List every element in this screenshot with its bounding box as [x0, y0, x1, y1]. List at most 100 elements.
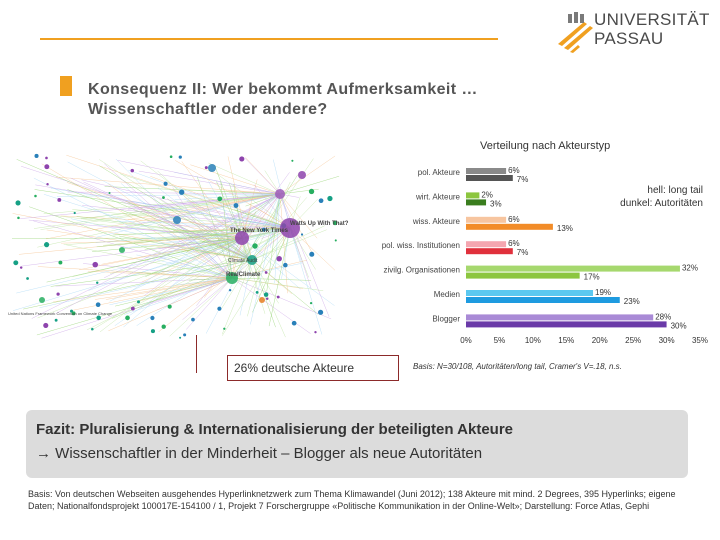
network-edge	[83, 181, 253, 261]
network-node	[96, 315, 101, 321]
network-edge	[227, 156, 253, 261]
bar-long-tail	[466, 192, 480, 199]
network-node	[43, 242, 50, 248]
conclusion-line-2-text: Wissenschaftler in der Minderheit – Blog…	[55, 445, 483, 462]
network-node	[167, 304, 172, 309]
network-node	[255, 291, 259, 294]
network-edge	[216, 173, 291, 229]
network-node	[108, 191, 111, 195]
network-node	[334, 239, 337, 242]
network-node	[300, 233, 304, 236]
network-edge	[169, 259, 253, 337]
bar-long-tail	[466, 168, 507, 174]
network-node	[71, 311, 76, 316]
network-edge	[157, 187, 253, 261]
network-edge	[67, 189, 253, 261]
network-node	[264, 271, 268, 274]
network-node	[44, 164, 50, 170]
network-edge	[266, 193, 281, 292]
network-node	[308, 188, 315, 195]
network-node	[239, 156, 245, 162]
network-edge	[76, 216, 243, 239]
x-tick-label: 0%	[460, 336, 472, 345]
network-node	[318, 198, 324, 204]
network-node	[179, 189, 185, 195]
value-label-long-tail: 19%	[595, 288, 611, 297]
network-edge	[102, 227, 291, 246]
value-label-autoritaeten: 7%	[517, 248, 529, 257]
network-edge	[56, 193, 281, 197]
network-node	[96, 281, 99, 284]
network-edge	[251, 259, 293, 295]
bar-autoritaeten	[466, 175, 513, 181]
value-label-autoritaeten: 13%	[557, 224, 573, 233]
x-tick-label: 5%	[494, 336, 506, 345]
network-edge	[43, 193, 281, 215]
category-label: pol. Akteure	[418, 168, 461, 177]
title-line-2: Wissenschaftler oder andere?	[88, 101, 328, 118]
network-hub-node	[259, 297, 265, 303]
network-edge	[92, 237, 243, 252]
network-edge	[279, 193, 318, 239]
value-label-autoritaeten: 30%	[671, 321, 687, 330]
value-label-long-tail: 6%	[508, 215, 520, 224]
network-edge	[159, 225, 291, 229]
network-edge	[244, 157, 281, 195]
network-node	[291, 159, 294, 162]
chart-title: Verteilung nach Akteurstyp	[480, 140, 610, 152]
network-edge	[82, 205, 291, 229]
network-edge	[214, 166, 243, 239]
network-node	[183, 333, 187, 337]
network-edge	[39, 259, 253, 309]
network-node	[261, 227, 266, 232]
network-node	[161, 324, 166, 329]
network-hub-node	[119, 247, 125, 253]
logo-line-2: PASSAU	[594, 29, 664, 48]
value-label-autoritaeten: 7%	[517, 175, 529, 184]
university-logo-icon	[558, 12, 593, 53]
network-edge	[247, 193, 281, 317]
network-edge	[241, 172, 290, 239]
network-edge	[46, 237, 243, 283]
network-edge	[67, 191, 281, 195]
network-node	[58, 260, 63, 265]
network-node	[228, 288, 232, 292]
network-edge	[241, 237, 335, 306]
network-node	[163, 181, 168, 186]
network-hub-node	[275, 189, 285, 199]
network-label: Climate Audit	[228, 258, 258, 264]
network-edge	[245, 227, 291, 285]
category-label: zivilg. Organisationen	[384, 266, 460, 275]
slide-title: Konsequenz II: Wer bekommt Aufmerksamkei…	[88, 80, 478, 120]
logo-line-1: UNIVERSITÄT	[594, 10, 710, 29]
bar-autoritaeten	[466, 199, 487, 206]
value-label-long-tail: 6%	[508, 239, 520, 248]
network-edge	[23, 259, 253, 310]
network-node	[217, 196, 223, 202]
network-node	[26, 277, 29, 280]
network-edge	[134, 193, 281, 211]
callout-line	[196, 335, 197, 373]
network-edge	[194, 250, 253, 261]
network-node	[162, 196, 165, 199]
network-edge	[128, 169, 291, 229]
actor-type-bar-chart: Verteilung nach Akteurstyp pol. Akteure 6%…	[382, 140, 708, 345]
network-node	[43, 322, 49, 328]
footer-source-note: Basis: Von deutschen Webseiten ausgehend…	[28, 489, 676, 511]
category-label: Medien	[434, 290, 460, 299]
network-edge	[70, 177, 253, 261]
network-edge	[216, 181, 243, 239]
bar-long-tail	[466, 241, 507, 248]
network-node	[17, 216, 20, 220]
bar-autoritaeten	[466, 297, 620, 303]
network-hub-node	[298, 171, 306, 179]
network-node	[125, 315, 130, 321]
network-hub-node	[247, 255, 257, 265]
value-label-autoritaeten: 3%	[490, 199, 502, 208]
network-edge	[36, 277, 233, 336]
network-node	[34, 194, 37, 198]
network-node	[204, 166, 208, 170]
network-node	[13, 260, 19, 266]
network-edge	[279, 193, 312, 289]
network-edge	[208, 162, 281, 195]
